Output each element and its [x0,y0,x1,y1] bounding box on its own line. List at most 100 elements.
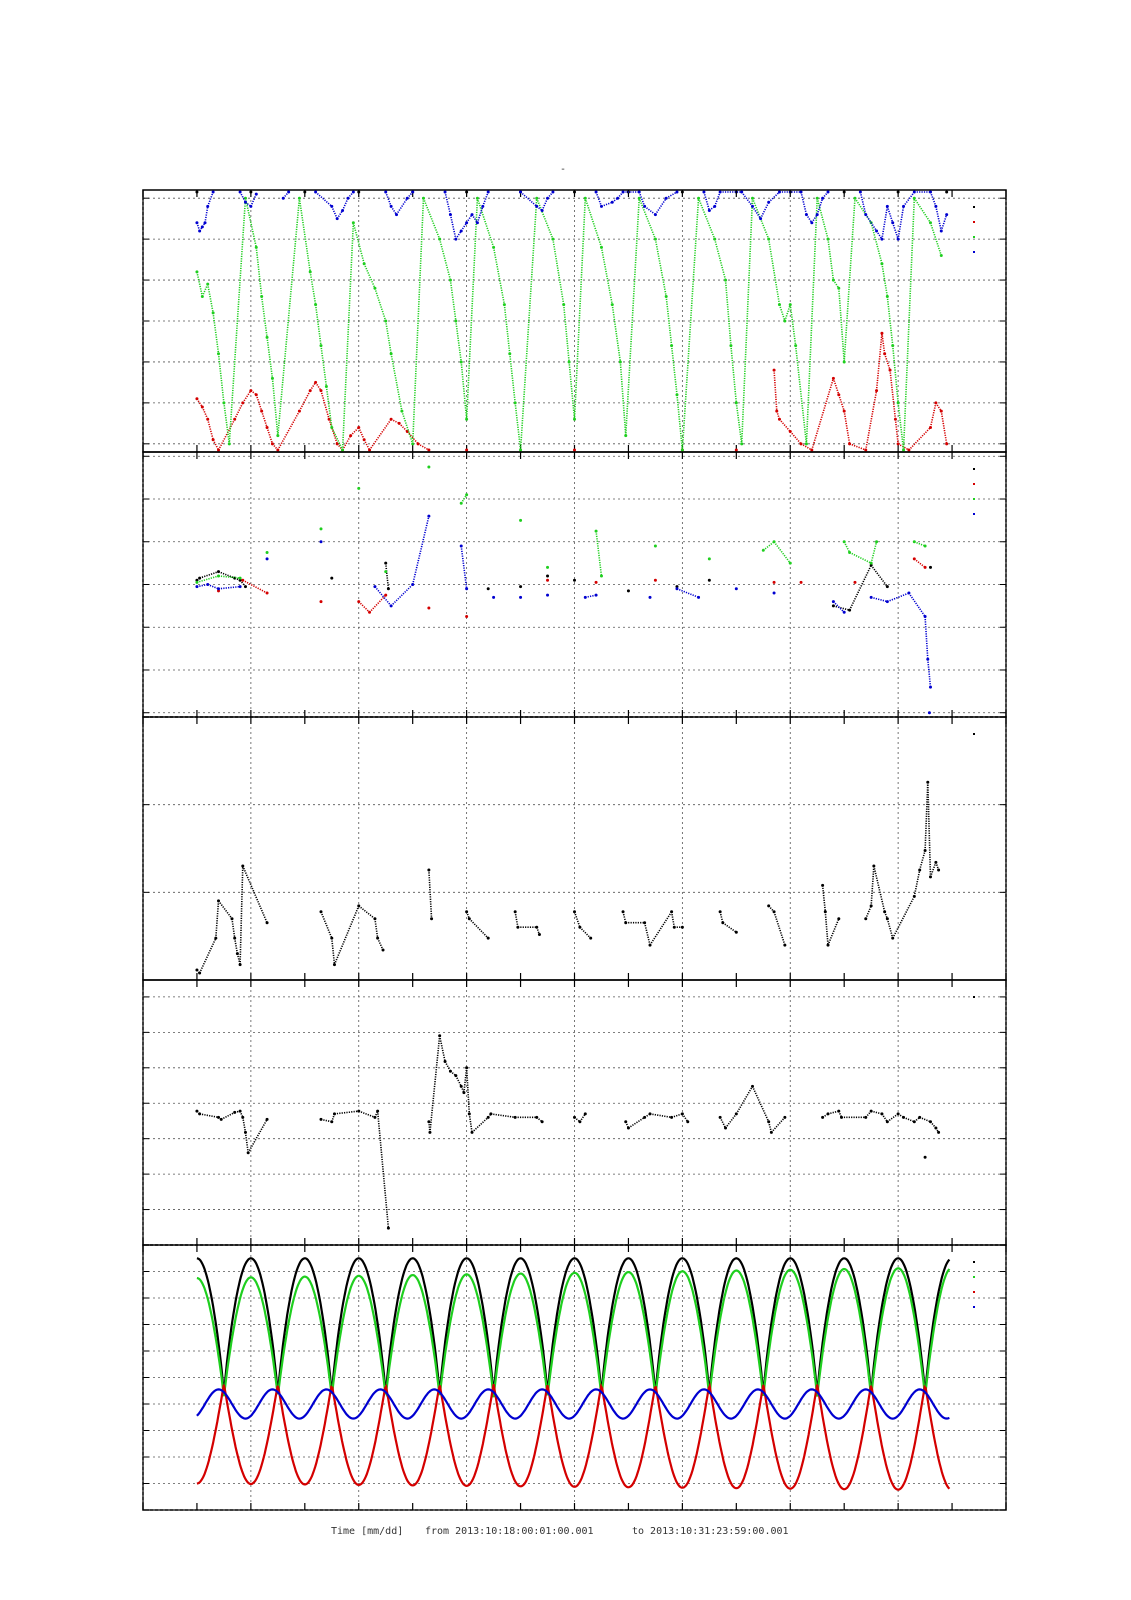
data-track [833,605,850,611]
data-track [358,1110,376,1119]
data-track [897,402,905,451]
data-track [476,197,495,248]
time-axis-label: Time [mm/dd] [331,1526,403,1537]
data-track [476,206,484,224]
data-track [827,1110,839,1115]
data-point [707,557,711,561]
data-track [778,418,791,433]
data-track [242,390,252,404]
data-point [551,190,555,194]
data-track [196,583,208,588]
data-track [671,1113,683,1119]
data-track [201,406,209,420]
data-track [255,247,263,297]
data-track [358,427,365,441]
data-track [325,386,333,428]
data-track [849,443,867,451]
data-track [914,541,926,547]
data-track [913,558,926,569]
data-track [584,197,603,248]
data-track [330,938,336,965]
data-track [935,1127,940,1133]
data-point [357,486,361,490]
data-track [228,198,247,444]
data-track [239,191,247,203]
data-track [886,206,894,224]
data-point [319,540,323,544]
data-point [594,580,598,584]
data-track [199,1113,219,1119]
data-track [244,1132,249,1153]
data-track [579,1113,586,1123]
data-point [697,595,701,599]
data-track [767,238,781,305]
data-track [929,222,943,256]
data-track [328,418,338,445]
data-track [438,1035,446,1062]
data-point [626,589,630,593]
data-track [398,422,408,433]
data-track [218,585,241,590]
data-track [341,435,352,451]
data-track [247,1118,268,1154]
data-track [789,431,802,445]
series-tha-btotal [195,190,949,194]
data-track [891,222,899,240]
data-track [741,191,754,207]
data-track [881,1113,888,1123]
data-track [460,545,468,589]
data-track [315,191,333,207]
data-track [428,869,433,919]
legend-marker [973,733,975,735]
data-track [611,304,622,363]
data-track [428,1121,431,1133]
data-point [386,1226,390,1230]
data-track [670,345,678,395]
data-point [923,1155,927,1159]
data-track [770,1116,786,1133]
data-track [654,238,667,297]
data-track [535,197,554,240]
series-tha-vtot [195,561,932,612]
data-track [255,394,263,412]
data-point [537,933,541,937]
data-track [277,410,301,451]
data-track [374,918,379,939]
data-track [881,263,889,297]
data-point [783,1115,787,1119]
data-point [573,578,576,582]
data-track [816,197,824,215]
data-track [773,370,778,412]
data-track [778,304,786,322]
data-track [924,616,929,660]
legend-marker [973,483,975,485]
data-track [215,900,220,939]
legend-marker [973,1306,975,1308]
data-point [243,585,247,589]
data-track [870,1110,883,1115]
data-track [902,198,916,451]
data-track [676,588,699,599]
data-track [873,865,886,912]
data-point [937,1130,941,1134]
data-point [826,190,830,194]
panel-3 [142,716,1007,981]
data-track [644,205,656,216]
data-track [277,198,301,436]
data-track [406,431,419,445]
data-track [449,279,457,322]
data-track [260,410,268,428]
data-track [865,905,872,920]
data-track [471,1116,489,1134]
data-track [401,410,414,445]
data-track [811,378,835,451]
data-point [319,600,323,604]
data-track [848,564,872,611]
data-track [468,918,489,939]
data-track [881,206,889,240]
data-track [824,911,829,946]
data-track [735,1085,754,1115]
data-point [927,711,931,715]
data-track [929,402,937,428]
